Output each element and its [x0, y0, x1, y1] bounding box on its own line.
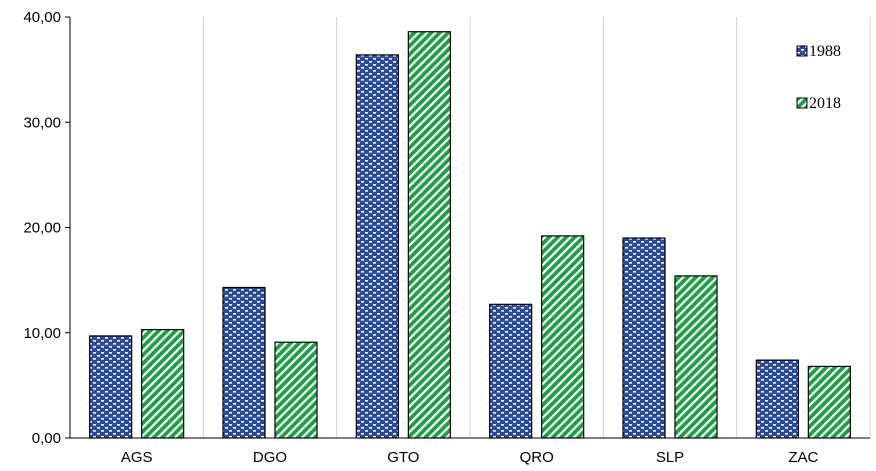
bar-ags-2018 — [141, 328, 185, 439]
y-tick-label: 30,00 — [23, 114, 61, 131]
bar-gto-2018 — [407, 31, 451, 439]
bar-ags-1988 — [89, 335, 133, 439]
bar-qro-1988 — [489, 303, 533, 439]
y-tick-label: 0,00 — [32, 430, 61, 447]
legend-swatch-1988 — [796, 45, 808, 57]
y-tick-label: 40,00 — [23, 9, 61, 26]
legend-label-1988: 1988 — [809, 43, 841, 60]
x-tick-label: GTO — [387, 449, 419, 466]
x-tick-label: AGS — [121, 449, 153, 466]
bar-dgo-2018 — [274, 341, 318, 439]
x-tick-label: SLP — [656, 449, 684, 466]
axes — [65, 16, 870, 439]
y-tick-label: 20,00 — [23, 220, 61, 237]
y-tick-labels: 0,00 10,00 20,00 30,00 40,00 — [23, 9, 61, 447]
x-tick-labels: AGS DGO GTO QRO SLP ZAC — [121, 449, 819, 466]
x-tick-label: ZAC — [788, 449, 818, 466]
bar-zac-2018 — [807, 365, 851, 439]
bar-slp-1988 — [622, 237, 666, 439]
legend-swatch-2018 — [796, 97, 808, 109]
y-tick-label: 10,00 — [23, 325, 61, 342]
gridlines — [202, 17, 871, 438]
legend: 1988 2018 — [796, 43, 841, 112]
x-tick-label: DGO — [253, 449, 287, 466]
bar-qro-2018 — [541, 235, 585, 439]
x-tick-label: QRO — [520, 449, 554, 466]
bars — [89, 31, 851, 439]
bar-slp-2018 — [674, 275, 718, 439]
bar-gto-1988 — [355, 54, 399, 439]
bar-zac-1988 — [755, 359, 799, 439]
legend-label-2018: 2018 — [809, 95, 841, 112]
bar-dgo-1988 — [222, 286, 266, 439]
